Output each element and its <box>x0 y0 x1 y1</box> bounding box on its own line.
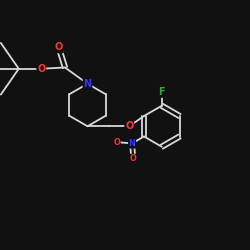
Text: O: O <box>130 154 137 164</box>
Text: O: O <box>54 42 63 52</box>
Text: N: N <box>129 139 136 148</box>
Text: O: O <box>113 138 120 146</box>
Text: F: F <box>158 87 165 97</box>
Text: O: O <box>37 64 46 74</box>
Text: O: O <box>125 121 134 131</box>
Text: N: N <box>84 79 92 89</box>
